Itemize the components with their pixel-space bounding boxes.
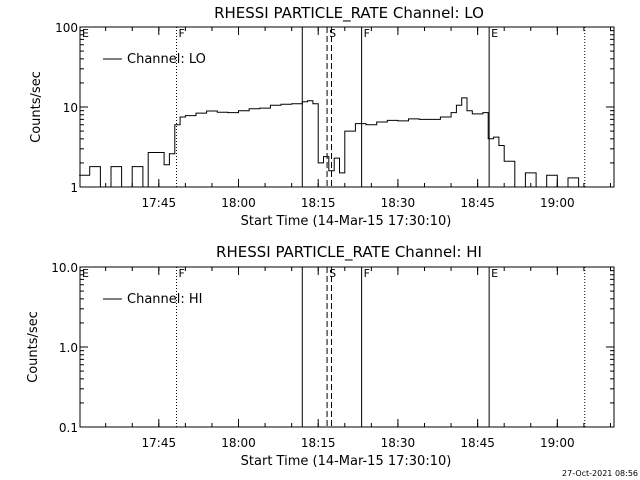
event-marker-label: E <box>82 267 89 280</box>
y-tick-label: 10.0 <box>51 261 78 275</box>
x-tick-label: 18:30 <box>381 196 416 210</box>
x-axis-label: Start Time (14-Mar-15 17:30:10) <box>241 454 452 469</box>
y-axis-label: Counts/sec <box>29 71 44 143</box>
plot-frame <box>79 266 615 428</box>
event-marker-label: F <box>179 267 185 280</box>
plot-frame <box>79 26 615 188</box>
hi-channel-panel: RHESSI PARTICLE_RATE Channel: HI Counts/… <box>26 243 615 469</box>
x-tick-label: 18:45 <box>460 196 495 210</box>
x-tick-label: 17:45 <box>142 436 177 450</box>
event-marker-label: E <box>491 267 498 280</box>
y-tick-label: 1 <box>70 181 78 195</box>
legend-entry: Channel: LO <box>127 52 206 67</box>
x-tick-label: 17:45 <box>142 196 177 210</box>
generation-timestamp: 27-Oct-2021 08:56 <box>562 469 638 478</box>
x-tick-label: 18:00 <box>221 196 256 210</box>
event-marker-label: F <box>364 267 370 280</box>
x-tick-label: 18:30 <box>381 436 416 450</box>
legend: Channel: HI <box>103 292 203 307</box>
y-tick-label: 0.1 <box>59 421 78 435</box>
series-line <box>79 97 584 188</box>
event-marker-label: E <box>491 27 498 40</box>
x-axis-label: Start Time (14-Mar-15 17:30:10) <box>241 214 452 229</box>
event-marker-label: S <box>329 27 336 40</box>
y-tick-label: 100 <box>55 21 78 35</box>
x-tick-label: 19:00 <box>540 436 575 450</box>
legend-entry: Channel: HI <box>127 292 203 307</box>
event-marker-label: F <box>179 27 185 40</box>
chart-title: RHESSI PARTICLE_RATE Channel: LO <box>214 4 484 23</box>
chart-title: RHESSI PARTICLE_RATE Channel: HI <box>216 243 482 262</box>
event-marker-label: E <box>82 27 89 40</box>
y-axis-label: Counts/sec <box>26 311 41 383</box>
x-tick-label: 18:15 <box>301 196 336 210</box>
x-tick-label: 18:00 <box>221 436 256 450</box>
x-tick-label: 19:00 <box>540 196 575 210</box>
y-tick-label: 1.0 <box>59 341 78 355</box>
x-tick-label: 18:15 <box>301 436 336 450</box>
legend: Channel: LO <box>103 52 206 67</box>
lo-channel-panel: RHESSI PARTICLE_RATE Channel: LO Counts/… <box>29 4 615 229</box>
event-marker-label: F <box>364 27 370 40</box>
x-tick-label: 18:45 <box>460 436 495 450</box>
event-marker-label: S <box>329 267 336 280</box>
y-tick-label: 10 <box>63 101 78 115</box>
